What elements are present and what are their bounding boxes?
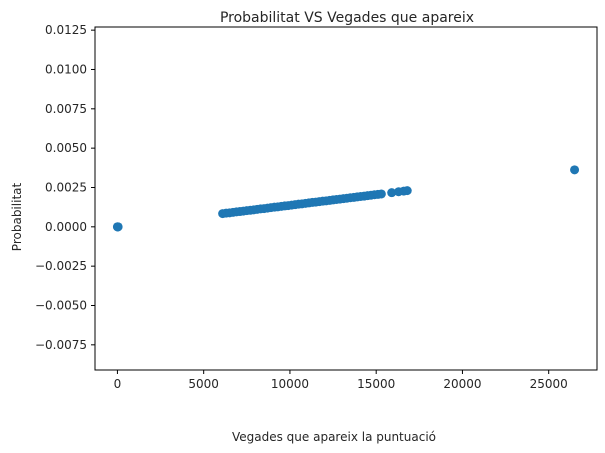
y-tick-label: 0.0075: [45, 102, 87, 116]
y-tick-label: −0.0075: [35, 338, 87, 352]
data-point: [570, 165, 580, 175]
chart-title: Probabilitat VS Vegades que apareix: [220, 10, 474, 26]
y-axis: −0.0075 −0.0050 −0.0025 0.0000 0.0025 0.0050 0…: [35, 23, 95, 352]
data-point: [387, 188, 397, 198]
y-tick-label: 0.0125: [45, 23, 87, 37]
x-axis: 0 5000 10000 15000 20000 25000: [114, 370, 568, 391]
points-layer: [112, 165, 580, 232]
y-tick-label: −0.0025: [35, 259, 87, 273]
plot-frame: [94, 26, 598, 371]
x-tick-label: 25000: [530, 377, 568, 391]
y-tick-label: 0.0050: [45, 141, 87, 155]
x-tick-label: 20000: [443, 377, 481, 391]
x-tick-label: 10000: [271, 377, 309, 391]
y-tick-label: 0.0025: [45, 180, 87, 194]
x-tick-label: 15000: [357, 377, 395, 391]
x-tick-label: 0: [114, 377, 122, 391]
x-axis-label: Vegades que apareix la puntuació: [232, 430, 436, 444]
y-tick-label: 0.0000: [45, 220, 87, 234]
data-point: [376, 189, 386, 199]
y-tick-label: 0.0100: [45, 62, 87, 76]
x-tick-label: 5000: [188, 377, 219, 391]
y-tick-label: −0.0050: [35, 298, 87, 312]
data-point: [402, 186, 412, 196]
y-axis-label: Probabilitat: [10, 183, 24, 252]
data-point: [113, 222, 123, 232]
